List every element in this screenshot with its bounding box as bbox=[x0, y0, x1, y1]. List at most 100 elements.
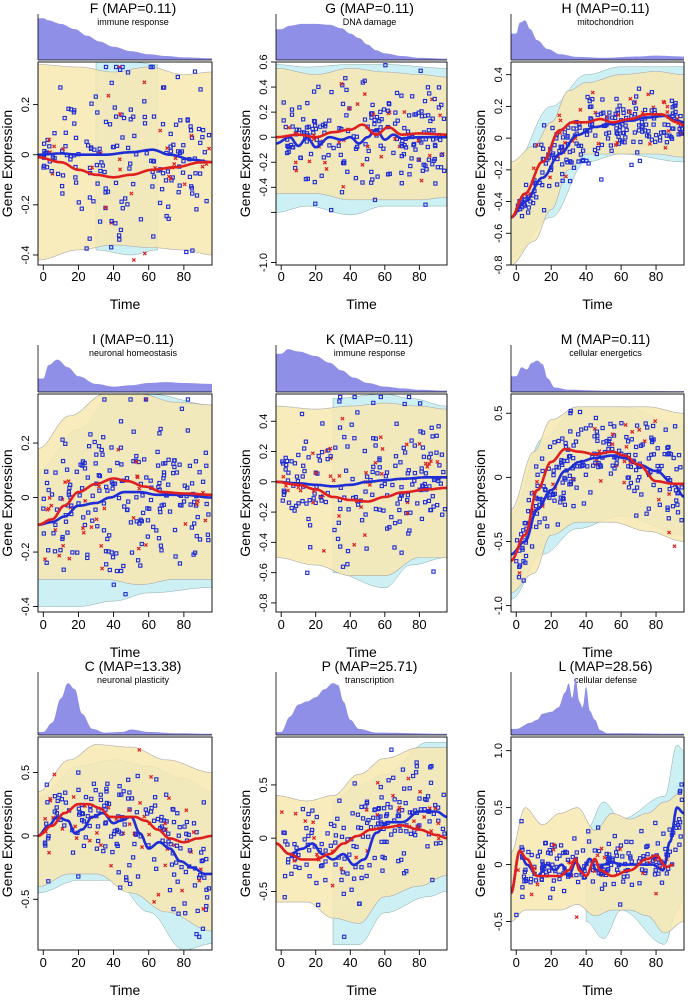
panel-subtitle: immune response bbox=[97, 17, 169, 27]
x-tick-label: 0 bbox=[278, 269, 285, 284]
data-point-blue bbox=[319, 498, 324, 503]
data-point-blue bbox=[206, 512, 211, 517]
data-point-blue bbox=[173, 122, 179, 127]
data-point-blue bbox=[370, 177, 375, 182]
y-axis-label: Gene Expression bbox=[472, 110, 488, 217]
data-point-blue bbox=[171, 819, 177, 825]
data-point-blue bbox=[565, 458, 570, 464]
data-point-blue bbox=[116, 870, 121, 875]
data-point-blue bbox=[93, 461, 98, 466]
data-point-blue bbox=[105, 781, 110, 786]
data-point-blue bbox=[583, 426, 589, 431]
data-point-blue bbox=[372, 807, 377, 813]
data-point-blue bbox=[73, 180, 79, 185]
data-point-red bbox=[341, 184, 346, 189]
data-point-blue bbox=[188, 502, 193, 507]
fit-curve-red bbox=[276, 824, 447, 861]
data-point-blue bbox=[327, 143, 332, 148]
y-tick-label: 0.4 bbox=[258, 79, 270, 94]
data-point-blue bbox=[107, 533, 112, 538]
data-point-red bbox=[365, 144, 370, 149]
data-point-blue bbox=[389, 514, 394, 520]
data-point-blue bbox=[666, 516, 671, 521]
data-point-blue bbox=[158, 543, 164, 548]
y-tick-label: -1.0 bbox=[493, 596, 505, 615]
data-point-blue bbox=[94, 452, 99, 457]
data-point-blue bbox=[574, 141, 579, 146]
data-point-blue bbox=[123, 196, 128, 201]
data-point-blue bbox=[599, 871, 604, 876]
data-point-blue bbox=[63, 790, 68, 795]
data-point-blue bbox=[632, 488, 637, 494]
data-point-blue bbox=[639, 867, 645, 872]
data-point-blue bbox=[281, 830, 286, 835]
data-point-red bbox=[665, 109, 670, 115]
data-point-blue bbox=[337, 798, 342, 803]
confidence-band-yellow bbox=[38, 394, 212, 586]
data-point-blue bbox=[380, 854, 385, 860]
data-point-blue bbox=[95, 838, 101, 844]
data-point-blue bbox=[185, 118, 190, 123]
data-point-blue bbox=[358, 825, 364, 831]
data-point-blue bbox=[313, 201, 318, 206]
data-point-red bbox=[109, 863, 114, 868]
data-point-blue bbox=[658, 130, 664, 135]
data-point-red bbox=[360, 162, 365, 167]
data-point-blue bbox=[89, 101, 94, 106]
data-point-red bbox=[613, 143, 618, 148]
data-point-blue bbox=[644, 511, 649, 516]
data-point-blue bbox=[168, 842, 173, 847]
data-point-blue bbox=[571, 126, 576, 131]
panel-I: I (MAP=0.11)neuronal homeostasis 0 20 40 60 8… bbox=[0, 331, 213, 660]
data-point-blue bbox=[390, 482, 395, 488]
data-point-blue bbox=[384, 813, 389, 819]
data-point-blue bbox=[363, 489, 368, 494]
data-point-red bbox=[118, 112, 123, 117]
data-point-blue bbox=[381, 806, 387, 811]
data-point-blue bbox=[371, 464, 376, 469]
data-point-blue bbox=[201, 800, 206, 805]
data-point-red bbox=[281, 474, 286, 479]
panel-C: C (MAP=13.38)neuronal plasticity 0 20 40 60 8… bbox=[0, 658, 213, 998]
data-point-blue bbox=[634, 94, 639, 99]
density-area bbox=[38, 359, 212, 392]
data-point-blue bbox=[152, 803, 158, 808]
data-point-blue bbox=[370, 102, 375, 108]
data-point-blue bbox=[537, 520, 542, 525]
data-point-blue bbox=[426, 128, 432, 133]
data-point-blue bbox=[628, 464, 634, 470]
data-point-blue bbox=[543, 161, 549, 166]
data-point-blue bbox=[44, 469, 49, 474]
data-point-red bbox=[331, 478, 336, 483]
data-point-blue bbox=[657, 502, 662, 507]
data-point-blue bbox=[90, 518, 95, 523]
data-point-red bbox=[149, 774, 154, 779]
y-tick-label: -0.8 bbox=[258, 593, 270, 612]
data-point-blue bbox=[399, 93, 404, 98]
data-point-red bbox=[415, 824, 420, 829]
data-point-blue bbox=[542, 487, 548, 492]
data-point-blue bbox=[175, 149, 181, 154]
data-point-red bbox=[665, 104, 670, 109]
data-point-blue bbox=[284, 458, 290, 464]
data-point-blue bbox=[41, 496, 46, 501]
data-point-red bbox=[52, 144, 57, 149]
data-point-blue bbox=[398, 828, 403, 833]
data-point-red bbox=[379, 471, 384, 476]
data-point-red bbox=[642, 439, 647, 444]
data-point-blue bbox=[584, 158, 589, 164]
data-point-red bbox=[602, 855, 607, 860]
data-point-blue bbox=[565, 857, 571, 863]
data-point-blue bbox=[377, 465, 382, 470]
data-point-blue bbox=[114, 143, 120, 148]
x-axis-label: Time bbox=[346, 644, 377, 660]
data-point-blue bbox=[86, 444, 92, 449]
data-point-red bbox=[563, 174, 568, 179]
data-point-blue bbox=[665, 445, 670, 451]
data-point-blue bbox=[395, 118, 400, 123]
data-point-blue bbox=[188, 128, 194, 133]
data-point-blue bbox=[306, 124, 311, 129]
data-point-blue bbox=[204, 903, 209, 909]
data-point-blue bbox=[352, 436, 357, 441]
data-point-blue bbox=[313, 470, 318, 475]
